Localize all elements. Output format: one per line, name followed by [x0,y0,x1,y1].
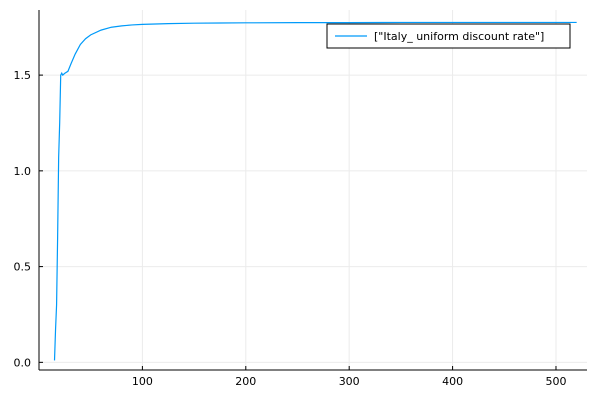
axes-layer: 100 200 300 400 500 0.0 0.5 1.0 1.5 [14,10,587,388]
series-line [53,21,577,361]
legend-label: ["Italy_ uniform discount rate"] [374,30,544,43]
y-tick-label: 0.0 [14,356,32,369]
legend: ["Italy_ uniform discount rate"] [326,23,571,49]
y-tick-label: 1.5 [14,69,32,82]
x-tick-label: 400 [442,375,463,388]
x-tick-label: 100 [132,375,153,388]
legend-box [326,23,571,49]
grid-layer [39,10,587,370]
x-tick-label: 500 [545,375,566,388]
y-tick-label: 0.5 [14,261,32,274]
plot-layer [53,21,577,361]
x-tick-label: 200 [235,375,256,388]
x-tick-label: 300 [339,375,360,388]
y-tick-label: 1.0 [14,165,32,178]
